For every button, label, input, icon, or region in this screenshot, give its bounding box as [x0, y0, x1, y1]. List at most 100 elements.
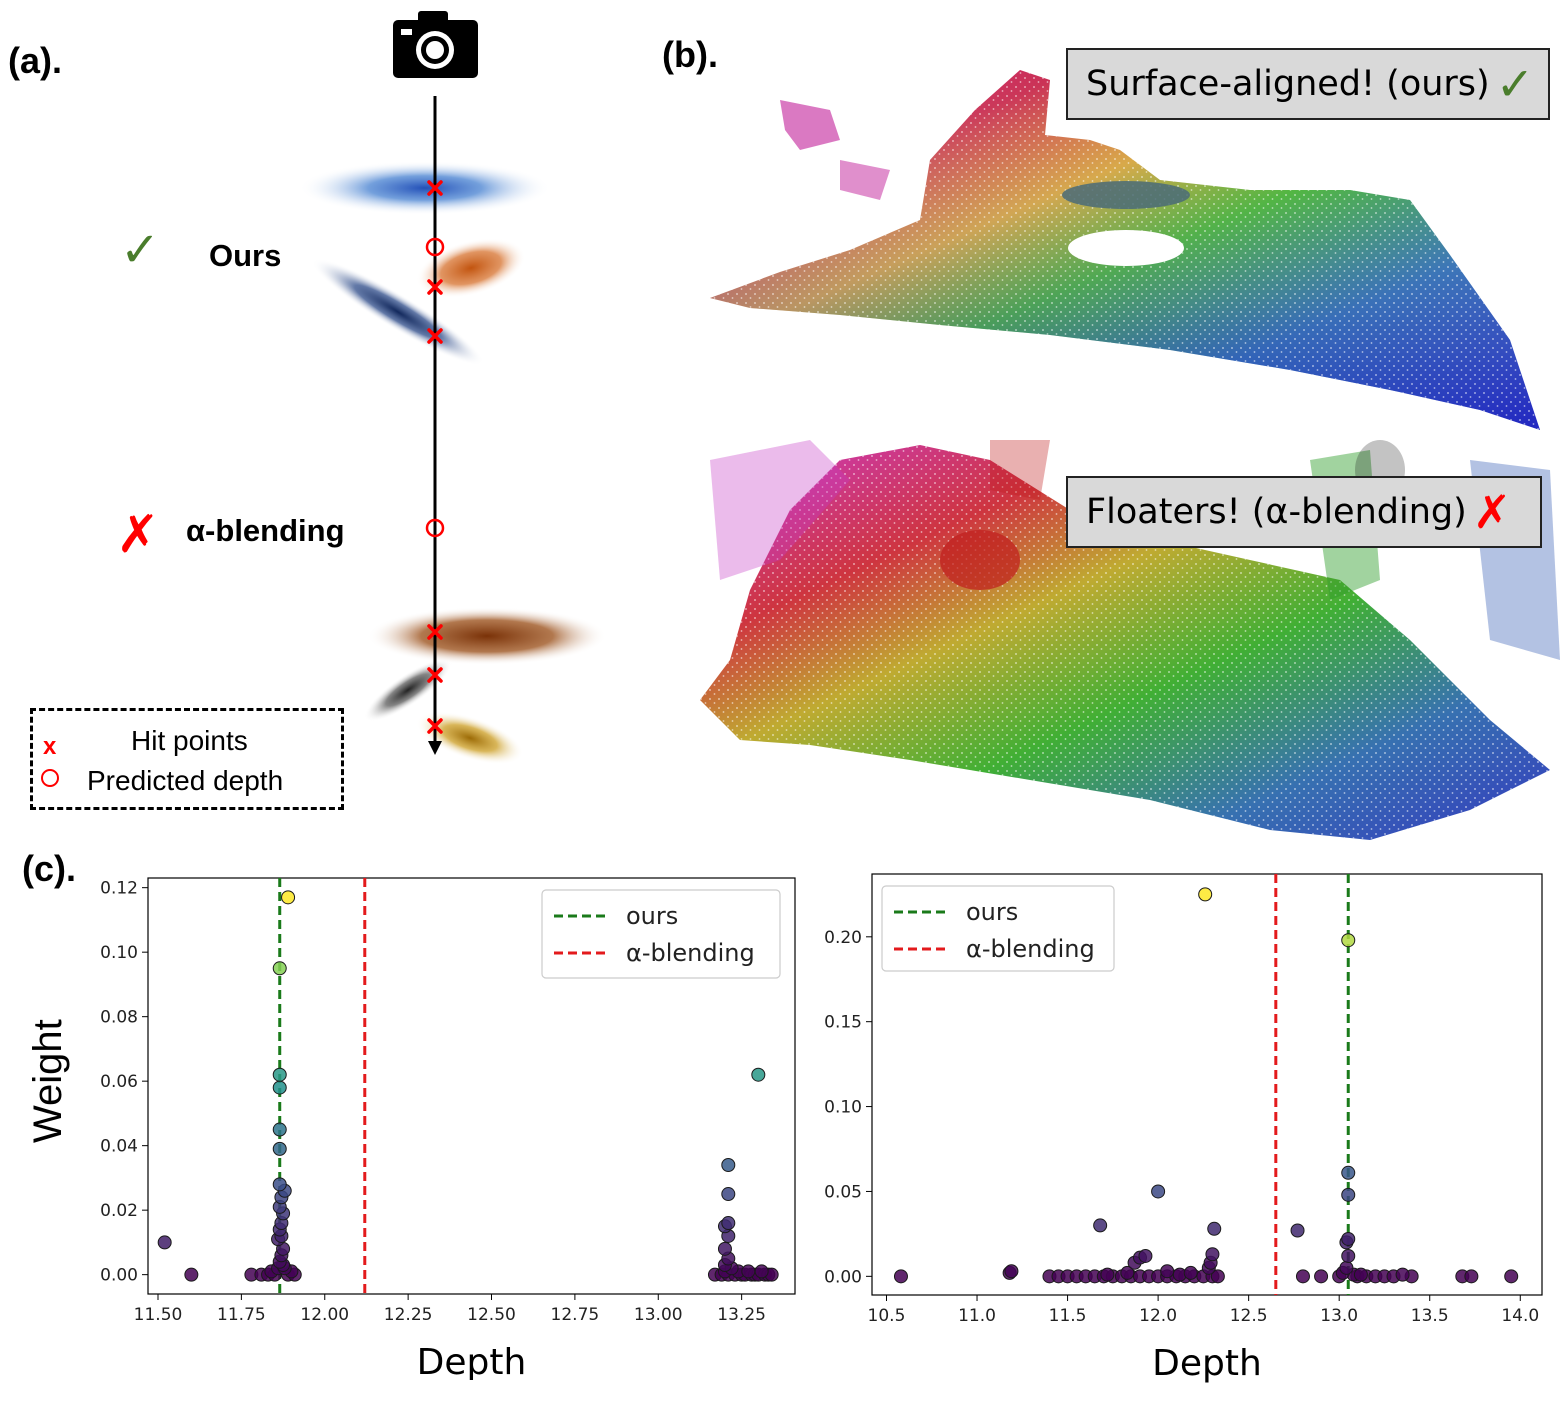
scatter-point [1314, 1269, 1329, 1284]
scatter-point [157, 1235, 172, 1250]
hit-points-legend-label: Hit points [131, 725, 248, 756]
scatter-point [272, 1080, 287, 1095]
point-cloud-ours [710, 70, 1540, 430]
gaussian-brown [367, 607, 607, 665]
scatter-point [1464, 1269, 1479, 1284]
ours-label: Ours [209, 238, 282, 273]
y-tick-label: 0.00 [824, 1267, 862, 1287]
gaussian-gray [364, 658, 452, 722]
x-tick-label: 13.00 [634, 1305, 683, 1325]
x-tick-label: 13.5 [1411, 1306, 1449, 1326]
cross-icon: ✗ [1472, 485, 1512, 539]
y-tick-label: 0.06 [100, 1072, 138, 1092]
scatter-point [751, 1067, 766, 1082]
y-tick-label: 0.20 [824, 928, 862, 948]
panel-a-label: (a). [8, 40, 62, 81]
scatter-point [1341, 1187, 1356, 1202]
scatter-point [1138, 1248, 1153, 1263]
panel-c-label: (c). [22, 848, 76, 889]
point-cloud-alpha-blending [700, 440, 1560, 840]
scatter-point [893, 1269, 908, 1284]
scatter-point [721, 1187, 736, 1202]
scatter-point [717, 1241, 732, 1256]
x-tick-label: 12.75 [551, 1305, 600, 1325]
gaussian-navy [311, 258, 485, 366]
scatter-point [1395, 1267, 1410, 1282]
gaussian-orange [416, 238, 526, 298]
x-tick-label: 12.0 [1139, 1306, 1177, 1326]
y-tick-label: 0.00 [100, 1266, 138, 1286]
ray-diagram [299, 11, 607, 765]
scatter-point [1183, 1265, 1198, 1280]
scatter-point [1205, 1247, 1220, 1262]
y-tick-label: 0.02 [100, 1201, 138, 1221]
scatter-chart-left: 11.50 11.75 12.00 12.25 12.50 12.75 13.00 13.25… [100, 877, 796, 1380]
scatter-point [1339, 1260, 1354, 1275]
legend-entry: ours [626, 902, 678, 930]
hit-point [427, 328, 443, 344]
scatter-point [272, 961, 287, 976]
ray-arrowhead [428, 741, 442, 755]
x-tick-label: 13.25 [717, 1305, 766, 1325]
scatter-point [272, 1122, 287, 1137]
x-tick-label: 14.0 [1501, 1306, 1539, 1326]
y-tick-label: 0.08 [100, 1008, 138, 1028]
y-tick-label: 0.10 [824, 1098, 862, 1118]
scatter-point [741, 1264, 756, 1279]
legend-entry: α-blending [966, 935, 1095, 963]
x-tick-label: 12.00 [300, 1305, 349, 1325]
scatter-point [1341, 1231, 1356, 1246]
hit-point [427, 718, 443, 734]
check-icon: ✓ [1495, 57, 1535, 111]
panel-b-label: (b). [662, 34, 718, 75]
surface-aligned-callout: Surface-aligned! (ours) ✓ [1066, 48, 1550, 120]
scatter-point [272, 1141, 287, 1156]
chart-legend: ours α-blending [541, 889, 781, 979]
diagram-legend: x Hit points Predicted depth [30, 708, 344, 810]
predicted-depth-ours [425, 237, 445, 257]
chart-legend: ours α-blending [881, 885, 1115, 972]
scatter-point [1151, 1184, 1166, 1199]
x-tick-label: 12.5 [1230, 1306, 1268, 1326]
y-tick-label: 0.12 [100, 879, 138, 899]
scatter-point [1210, 1269, 1225, 1284]
hit-point [427, 667, 443, 683]
x-tick-label: 11.0 [958, 1306, 996, 1326]
point-cloud-renders [700, 70, 1560, 840]
y-tick-label: 0.10 [100, 943, 138, 963]
legend-entry: α-blending [626, 939, 755, 967]
scatter-point [1341, 1248, 1356, 1263]
scatter-point [1100, 1267, 1115, 1282]
check-icon: ✓ [120, 222, 161, 278]
scatter-point [184, 1267, 199, 1282]
scatter-point [1290, 1223, 1305, 1238]
legend-entry: ours [966, 898, 1018, 926]
gaussian-blue [299, 161, 551, 215]
x-axis-label: Depth [1152, 1343, 1262, 1384]
hit-point [427, 279, 443, 295]
y-tick-label: 0.05 [824, 1182, 862, 1202]
x-tick-label: 11.5 [1049, 1306, 1087, 1326]
x-tick-label: 10.5 [868, 1306, 906, 1326]
hit-point [427, 624, 443, 640]
scatter-chart-right: 10.5 11.0 11.5 12.0 12.5 13.0 13.5 14.0 0.00 0.05… [824, 873, 1543, 1384]
scatter-point [1198, 887, 1213, 902]
surface-aligned-text: Surface-aligned! (ours) [1086, 64, 1490, 104]
scatter-point [1295, 1269, 1310, 1284]
scatter-point [281, 890, 296, 905]
hit-point-legend-icon: x [43, 733, 57, 760]
x-tick-label: 11.50 [134, 1305, 183, 1325]
scatter-point [1004, 1264, 1019, 1279]
floaters-text: Floaters! (α-blending) [1086, 492, 1467, 532]
scatter-point [1120, 1265, 1135, 1280]
y-tick-label: 0.15 [824, 1013, 862, 1033]
scatter-point [1353, 1267, 1368, 1282]
x-axis-label: Depth [417, 1342, 527, 1380]
gaussian-gold [416, 711, 524, 765]
scatter-point [272, 1067, 287, 1082]
x-tick-label: 13.0 [1320, 1306, 1358, 1326]
alpha-blending-label: α-blending [186, 513, 345, 548]
x-tick-label: 12.25 [384, 1305, 433, 1325]
floaters-callout: Floaters! (α-blending) ✗ [1066, 476, 1542, 548]
predicted-depth-blending [425, 518, 445, 538]
